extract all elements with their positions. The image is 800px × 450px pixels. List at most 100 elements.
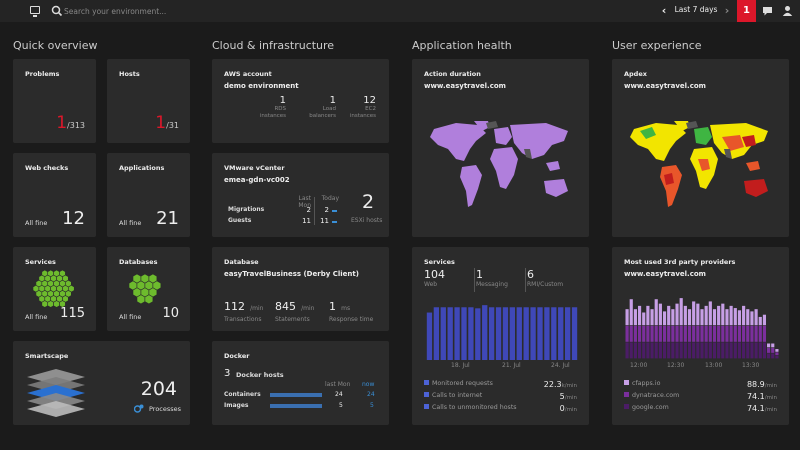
providers-legend-cfapps-value: 88.9 bbox=[746, 380, 765, 389]
smartscape-label: Processes bbox=[149, 405, 182, 413]
services-rmi-value: 6 bbox=[527, 268, 534, 281]
providers-bar-segment bbox=[662, 311, 667, 326]
smartscape-tile[interactable]: Smartscape 204 Processes bbox=[13, 341, 190, 425]
providers-bar-segment bbox=[658, 325, 662, 342]
docker-tile[interactable]: Docker 3 Docker hosts last Mon now Conta… bbox=[212, 341, 389, 425]
providers-legend-dynatrace-value: 74.1 bbox=[746, 392, 765, 401]
services-tile[interactable]: Services 104 Web 1 Messaging 6 RMI/Custo… bbox=[412, 247, 589, 425]
apdex-site: www.easytravel.com bbox=[624, 82, 706, 90]
providers-bar-segment bbox=[737, 342, 742, 359]
docker-row-images-last: 5 bbox=[339, 402, 343, 409]
docker-row-images-bar bbox=[270, 404, 322, 408]
providers-legend-cfapps[interactable]: cfapps.io 88.9/min bbox=[624, 380, 777, 389]
database-tile[interactable]: Database easyTravelBusiness (Derby Clien… bbox=[212, 247, 389, 331]
menu-icon[interactable] bbox=[30, 6, 40, 17]
db-response-value: 1 bbox=[329, 300, 336, 313]
applications-tile[interactable]: Applications All fine 21 bbox=[107, 153, 190, 237]
vmware-tile[interactable]: VMware vCenter emea-gdn-vc002 Last Mon T… bbox=[212, 153, 389, 237]
services-legend-monitored-unit: k/min bbox=[561, 383, 577, 389]
third-party-providers-tile[interactable]: Most used 3rd party providers www.easytr… bbox=[612, 247, 789, 425]
providers-bar-segment bbox=[662, 342, 667, 359]
action-duration-tile[interactable]: Action duration www.easytravel.com bbox=[412, 59, 589, 237]
providers-legend-dynatrace-unit: /min bbox=[764, 395, 777, 401]
aws-rds-label-1: RDS bbox=[274, 106, 286, 112]
providers-bar-segment bbox=[658, 303, 662, 326]
docker-row-containers-last: 24 bbox=[335, 391, 343, 398]
services-bar-chart bbox=[426, 305, 578, 360]
providers-bar-segment bbox=[704, 305, 708, 326]
services-messaging-label: Messaging bbox=[476, 281, 508, 288]
providers-bar-segment bbox=[650, 342, 654, 359]
services-legend-internet[interactable]: Calls to internet 5/min bbox=[424, 392, 577, 401]
db-response-metric: 1 ms Response time bbox=[329, 295, 373, 323]
processes-icon bbox=[134, 404, 144, 413]
providers-legend-cfapps-unit: /min bbox=[764, 383, 777, 389]
timeframe-selector[interactable]: Last 7 days bbox=[674, 5, 718, 14]
providers-bar-segment bbox=[712, 309, 717, 326]
services-x-label-3: 24. Jul bbox=[551, 362, 570, 369]
next-timeframe-button[interactable]: › bbox=[724, 4, 730, 17]
providers-bar-segment bbox=[650, 325, 654, 342]
docker-row-containers-bar bbox=[270, 393, 322, 397]
services-legend-monitored[interactable]: Monitored requests 22.3k/min bbox=[424, 380, 577, 389]
providers-bar-segment bbox=[746, 309, 750, 326]
services-legend-monitored-label: Monitored requests bbox=[432, 380, 493, 387]
providers-legend-google[interactable]: google.com 74.1/min bbox=[624, 404, 777, 413]
db-transactions-value: 112 bbox=[224, 300, 245, 313]
aws-name: demo environment bbox=[224, 82, 299, 90]
services-messaging-value: 1 bbox=[476, 268, 483, 281]
providers-bar-segment bbox=[775, 352, 779, 356]
databases-quick-tile[interactable]: Databases All fine 10 bbox=[107, 247, 190, 331]
services-rmi-label: RMI/Custom bbox=[527, 281, 564, 288]
previous-timeframe-button[interactable]: ‹ bbox=[661, 4, 667, 17]
hexagon-cell bbox=[144, 294, 154, 305]
db-response-label: Response time bbox=[329, 316, 374, 323]
services-legend-unmonitored[interactable]: Calls to unmonitored hosts 0/min bbox=[424, 404, 577, 413]
services-legend-unmonitored-value: 0 bbox=[559, 404, 565, 413]
user-icon[interactable] bbox=[782, 5, 793, 17]
providers-bar-segment bbox=[758, 342, 762, 359]
services-bar bbox=[461, 307, 467, 360]
providers-legend-dynatrace[interactable]: dynatrace.com 74.1/min bbox=[624, 392, 777, 401]
hexagon-cell bbox=[53, 300, 60, 308]
docker-row-containers-label: Containers bbox=[224, 391, 261, 398]
aws-lb-label-2: balancers bbox=[309, 113, 336, 119]
providers-bar-segment bbox=[729, 305, 733, 326]
services-quick-tile[interactable]: Services All fine 115 bbox=[13, 247, 96, 331]
providers-bar-segment bbox=[746, 342, 750, 359]
web-checks-tile[interactable]: Web checks All fine 12 bbox=[13, 153, 96, 237]
vmware-row-migrations-last: 2 bbox=[306, 206, 311, 214]
apdex-tile[interactable]: Apdex www.easytravel.com bbox=[612, 59, 789, 237]
providers-bar-segment bbox=[633, 309, 637, 326]
search-input[interactable] bbox=[64, 3, 264, 19]
providers-legend-cfapps-label: cfapps.io bbox=[632, 380, 661, 387]
services-bar bbox=[468, 307, 474, 360]
providers-bar-segment bbox=[642, 342, 646, 359]
providers-bar-segment bbox=[633, 342, 637, 359]
bar-chart-icon bbox=[424, 380, 429, 385]
providers-bar-segment bbox=[679, 325, 683, 342]
vmware-row-guests-today: 11 bbox=[320, 217, 329, 225]
providers-bar-segment bbox=[700, 325, 704, 342]
providers-bar-segment bbox=[733, 308, 737, 326]
search-icon[interactable] bbox=[50, 4, 64, 18]
services-bar bbox=[523, 307, 529, 360]
providers-bar-segment bbox=[629, 342, 633, 359]
problems-tile[interactable]: Problems 1/313 bbox=[13, 59, 96, 143]
providers-bar-segment bbox=[671, 325, 675, 342]
problems-title: Problems bbox=[25, 70, 60, 78]
aws-account-tile[interactable]: AWS account demo environment 1 RDS insta… bbox=[212, 59, 389, 143]
providers-bar-segment bbox=[637, 342, 642, 359]
hosts-tile[interactable]: Hosts 1/31 bbox=[107, 59, 190, 143]
services-bar bbox=[495, 307, 502, 360]
top-bar: ‹ Last 7 days › 1 bbox=[0, 0, 800, 22]
providers-bar-segment bbox=[771, 343, 775, 348]
providers-bar-segment bbox=[750, 311, 754, 326]
providers-legend-google-unit: /min bbox=[764, 407, 777, 413]
problems-current: 1 bbox=[56, 113, 68, 133]
hexagon-cell bbox=[136, 294, 146, 305]
providers-bar-segment bbox=[704, 342, 708, 359]
notification-badge[interactable]: 1 bbox=[737, 0, 756, 22]
docker-row-images-now: 5 bbox=[370, 402, 374, 409]
chat-icon[interactable] bbox=[762, 5, 773, 17]
